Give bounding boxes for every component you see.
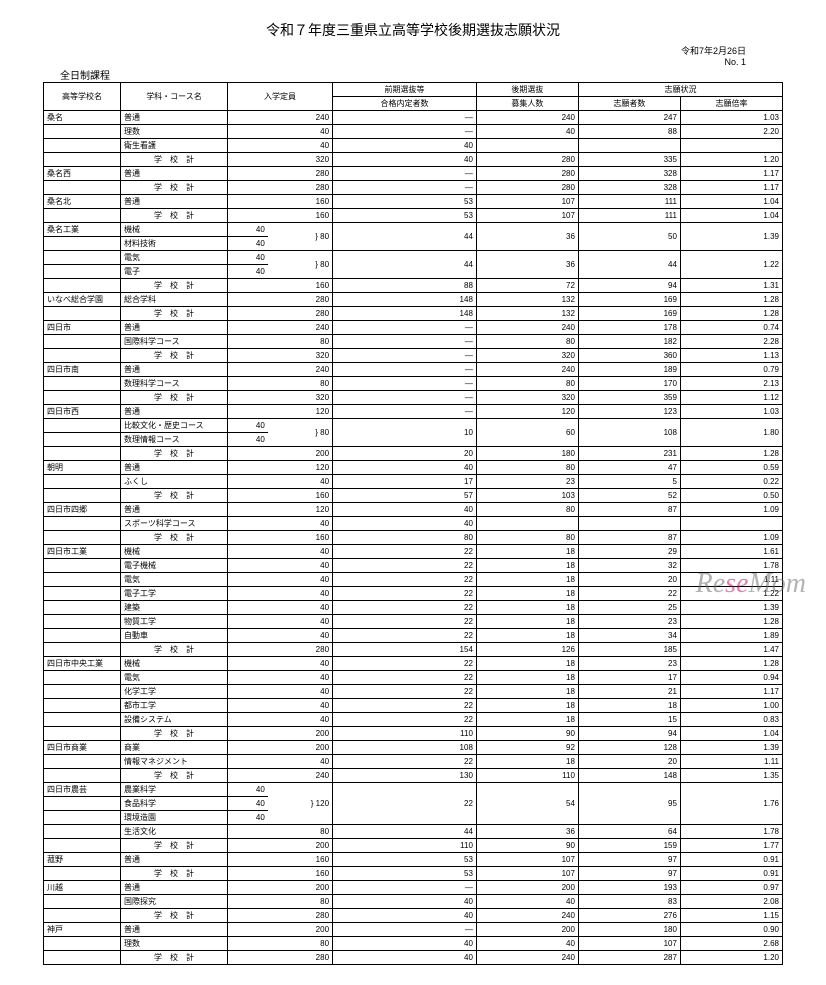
table-row: ふくし40172350.22 (44, 475, 783, 489)
table-row: 学 校 計20011090941.04 (44, 727, 783, 741)
table-row: 電子機械402218321.78 (44, 559, 783, 573)
th-school: 高等学校名 (44, 83, 121, 111)
table-row: 桑名北普通160531071111.04 (44, 195, 783, 209)
page-number: No. 1 (20, 57, 746, 67)
table-row: 情報マネジメント402218201.11 (44, 755, 783, 769)
applicant-table: 高等学校名 学科・コース名 入学定員 前期選抜等 後期選抜 志願状況 合格内定者… (43, 82, 783, 965)
th-rear-sub: 募集人数 (476, 97, 578, 111)
table-row: 桑名普通240―2402471.03 (44, 111, 783, 125)
table-row: 自動車402218341.89 (44, 629, 783, 643)
table-row: 学 校 計280402402761.15 (44, 909, 783, 923)
table-row: 電気402218201.11 (44, 573, 783, 587)
table-row: 学 校 計1608080871.09 (44, 531, 783, 545)
table-row: 理数8040401072.68 (44, 937, 783, 951)
table-row: 学 校 計2801541261851.47 (44, 643, 783, 657)
table-row: 電気40} 804436441.22 (44, 251, 783, 265)
table-row: 物質工学402218231.28 (44, 615, 783, 629)
table-row: いなべ総合学園総合学科2801481321691.28 (44, 293, 783, 307)
program-type: 全日制課程 (60, 67, 806, 82)
table-row: 学 校 計200110901591.77 (44, 839, 783, 853)
table-row: 神戸普通200―2001800.90 (44, 923, 783, 937)
table-row: 四日市工業機械402218291.61 (44, 545, 783, 559)
th-capacity: 入学定員 (228, 83, 333, 111)
table-row: 電気402218170.94 (44, 671, 783, 685)
table-row: 学 校 計1608872941.31 (44, 279, 783, 293)
table-row: 四日市農芸農業科学40} 1202254951.76 (44, 783, 783, 797)
table-row: 学 校 計320402803351.20 (44, 153, 783, 167)
th-front: 前期選抜等 (333, 83, 477, 97)
table-row: 四日市四郷普通1204080871.09 (44, 503, 783, 517)
th-ratio: 志願倍率 (680, 97, 782, 111)
table-row: 電子工学402218221.22 (44, 587, 783, 601)
table-row: 都市工学402218181.00 (44, 699, 783, 713)
table-row: 四日市南普通240―2401890.79 (44, 363, 783, 377)
table-row: 学 校 計280―2803281.17 (44, 181, 783, 195)
table-row: 朝明普通1204080470.59 (44, 461, 783, 475)
table-row: 理数40―40882.20 (44, 125, 783, 139)
table-row: 設備システム402218150.83 (44, 713, 783, 727)
table-row: 四日市中央工業機械402218231.28 (44, 657, 783, 671)
table-row: 学 校 計2801481321691.28 (44, 307, 783, 321)
table-row: 菰野普通16053107970.91 (44, 853, 783, 867)
table-row: 建築402218251.39 (44, 601, 783, 615)
table-row: 学 校 計280402402871.20 (44, 951, 783, 965)
table-row: 国際科学コース80―801822.28 (44, 335, 783, 349)
watermark-logo: ReseMom (696, 568, 806, 600)
page-title: 令和７年度三重県立高等学校後期選抜志願状況 (20, 20, 806, 40)
table-row: 学 校 計320―3203591.12 (44, 391, 783, 405)
table-row: 桑名西普通280―2803281.17 (44, 167, 783, 181)
table-row: 学 校 計320―3203601.13 (44, 349, 783, 363)
th-status: 志願状況 (578, 83, 782, 97)
table-row: 学 校 計16057103520.50 (44, 489, 783, 503)
table-row: 四日市西普通120―1201231.03 (44, 405, 783, 419)
table-row: 数理科学コース80―801702.13 (44, 377, 783, 391)
th-rear: 後期選抜 (476, 83, 578, 97)
table-row: 学 校 計16053107970.91 (44, 867, 783, 881)
table-row: 化学工学402218211.17 (44, 685, 783, 699)
table-row: 学 校 計200201802311.28 (44, 447, 783, 461)
th-applicants: 志願者数 (578, 97, 680, 111)
table-row: 国際探究804040832.08 (44, 895, 783, 909)
table-row: 桑名工業機械40} 804436501.39 (44, 223, 783, 237)
table-row: 学 校 計160531071111.04 (44, 209, 783, 223)
table-row: 四日市商業商業200108921281.39 (44, 741, 783, 755)
th-front-sub: 合格内定者数 (333, 97, 477, 111)
th-course: 学科・コース名 (121, 83, 228, 111)
table-row: 四日市普通240―2401780.74 (44, 321, 783, 335)
table-row: 生活文化804436641.78 (44, 825, 783, 839)
table-row: 比較文化・歴史コース40} 8010601081.80 (44, 419, 783, 433)
table-row: 川越普通200―2001930.97 (44, 881, 783, 895)
table-row: 衛生看護4040 (44, 139, 783, 153)
table-row: 学 校 計2401301101481.35 (44, 769, 783, 783)
table-row: スポーツ科学コース4040 (44, 517, 783, 531)
page-date: 令和7年2月26日 (20, 44, 746, 57)
